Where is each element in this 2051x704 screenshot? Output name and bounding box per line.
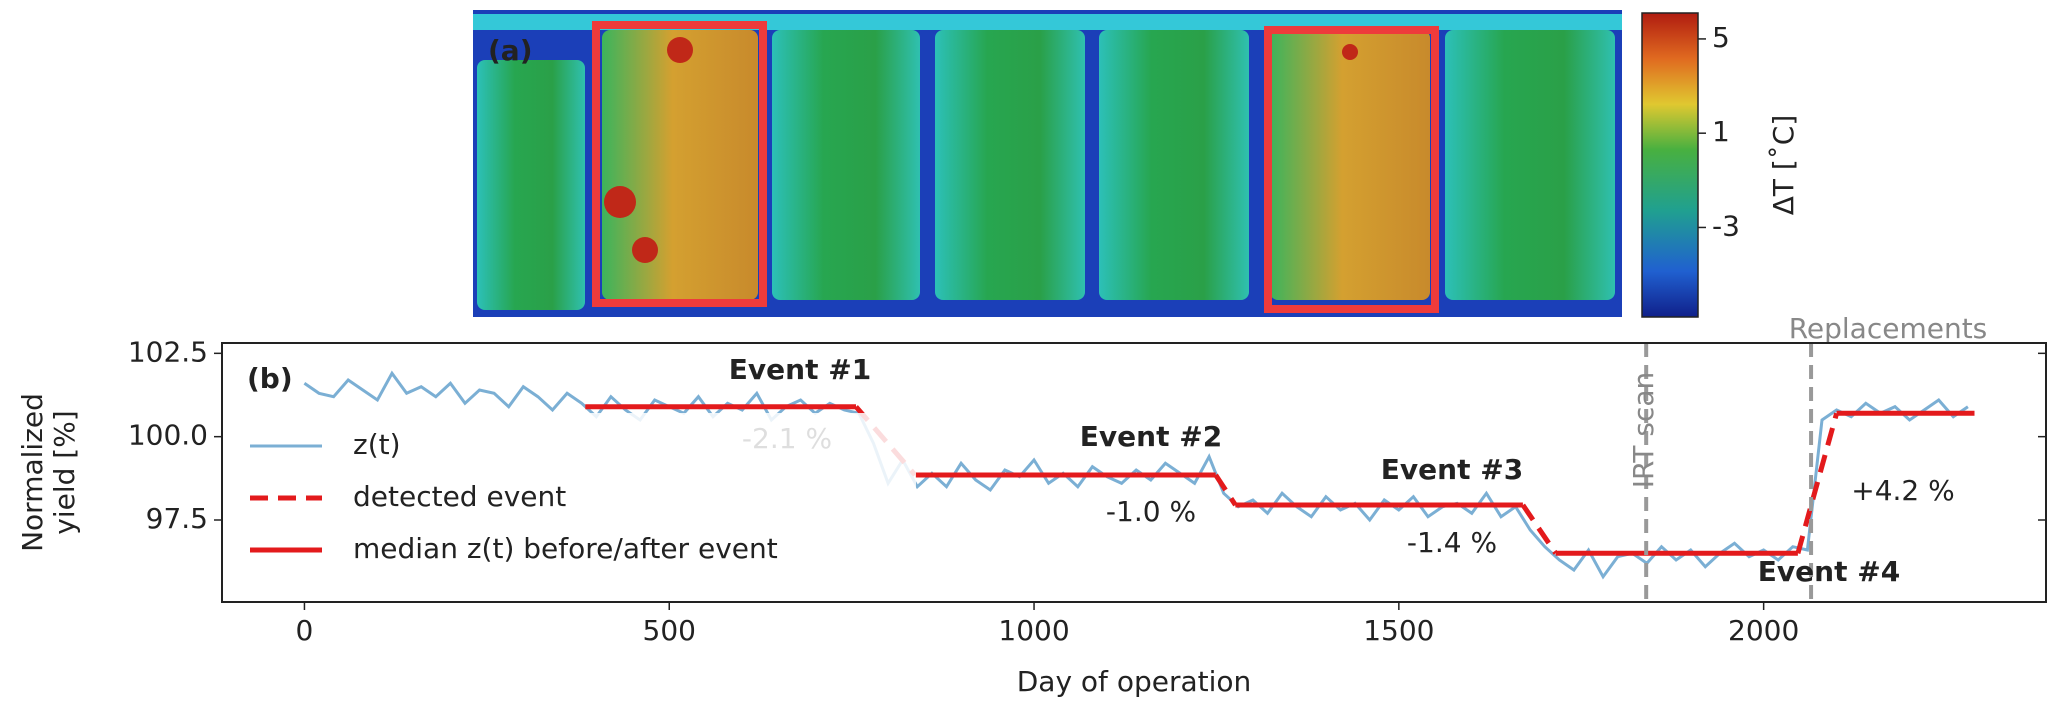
y-axis-label: yield [%] <box>48 410 81 534</box>
change-label: -1.0 % <box>1106 495 1196 528</box>
x-axis-label: Day of operation <box>1017 665 1252 698</box>
event-label: Event #1 <box>729 353 871 386</box>
event-line <box>1523 505 1556 553</box>
event-line <box>1216 475 1236 505</box>
legend-label: median z(t) before/after event <box>353 532 778 565</box>
chart: 0 500 1000 1500 2000 97.5 100.0 102.5 Day of ope… <box>16 312 2046 698</box>
event-line <box>1798 413 1837 553</box>
panel-label: (b) <box>247 362 293 395</box>
panel-label: (a) <box>488 34 533 67</box>
x-tick-label: 2000 <box>1728 614 1799 647</box>
y-tick-label: 97.5 <box>146 502 208 535</box>
event-label: Event #3 <box>1381 453 1523 486</box>
y-tick-label: 100.0 <box>128 419 208 452</box>
legend-label: detected event <box>353 480 566 513</box>
legend: z(t) detected event median z(t) before/aft… <box>236 413 916 578</box>
colorbar-tick-label: 1 <box>1712 115 1730 148</box>
x-tick-label: 1000 <box>998 614 1069 647</box>
reference-label: IRT scan <box>1627 372 1660 489</box>
reference-label: Replacements <box>1789 312 1988 345</box>
figure: (a) 0 500 1000 1500 2000 97.5 100.0 102.5 Day of… <box>0 0 2051 704</box>
change-label: -1.4 % <box>1407 526 1497 559</box>
colorbar-tick-label: -3 <box>1712 209 1740 242</box>
colorbar <box>1642 13 1698 317</box>
y-axis-label: Normalized <box>16 393 49 552</box>
event-label: Event #4 <box>1758 555 1900 588</box>
change-label: +4.2 % <box>1851 474 1955 507</box>
x-tick-label: 0 <box>296 614 314 647</box>
y-tick-label: 102.5 <box>128 335 208 368</box>
x-tick-label: 1500 <box>1363 614 1434 647</box>
event-label: Event #2 <box>1080 420 1222 453</box>
legend-label: z(t) <box>353 428 401 461</box>
thermal-image: (a) <box>473 10 1698 317</box>
colorbar-tick-label: 5 <box>1712 21 1730 54</box>
x-tick-label: 500 <box>643 614 696 647</box>
colorbar-label: ΔT [˚C] <box>1767 115 1800 216</box>
